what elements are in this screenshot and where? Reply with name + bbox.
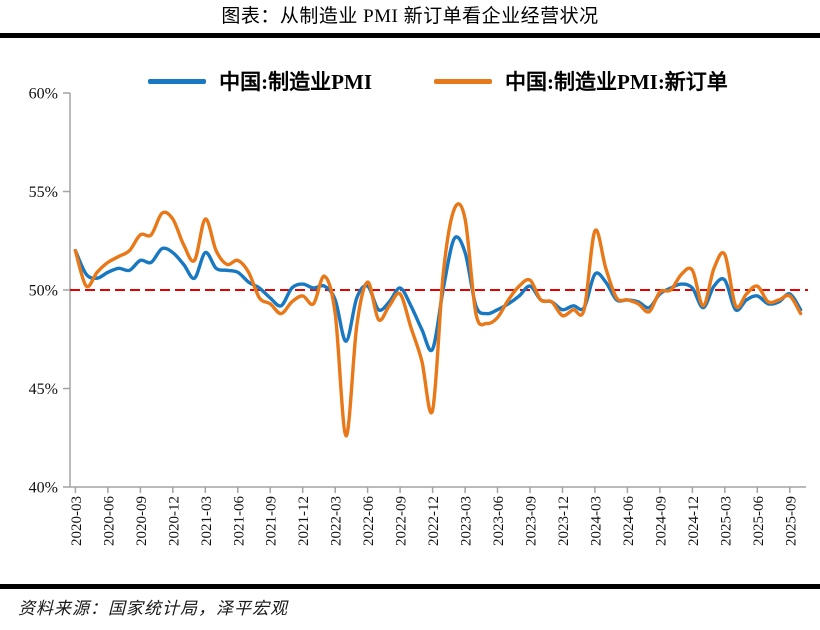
x-axis-label: 2021-06 [231, 496, 247, 546]
new-orders-line-swatch [434, 78, 492, 84]
pmi-line-swatch [148, 78, 207, 84]
y-axis-label: 60% [29, 86, 58, 103]
source-note: 资料来源：国家统计局，泽平宏观 [18, 599, 288, 618]
x-axis-label: 2022-03 [329, 496, 345, 546]
axis-labels: 60% 55% 50% 45% 40% 2020-03 2020-06 2020-09 2020… [29, 86, 800, 547]
x-axis-label: 2022-12 [426, 496, 442, 546]
y-axis-label: 55% [29, 184, 58, 201]
x-axis-label: 2020-03 [69, 496, 85, 546]
chart-legend: 中国:制造业PMI 中国:制造业PMI:新订单 [70, 66, 806, 96]
x-axis-label: 2022-09 [394, 496, 410, 546]
legend-item-new-orders: 中国:制造业PMI:新订单 [434, 66, 728, 96]
legend-item-pmi: 中国:制造业PMI [148, 66, 372, 96]
x-axis-label: 2020-09 [134, 496, 150, 546]
x-axis-label: 2025-06 [751, 496, 767, 546]
x-axis-label: 2021-03 [199, 496, 215, 546]
x-axis-label: 2025-09 [783, 496, 799, 546]
x-axis-label: 2023-06 [491, 496, 507, 546]
bottom-divider [0, 584, 820, 589]
y-axis-label: 40% [29, 480, 58, 497]
y-axis-label: 50% [29, 283, 58, 300]
top-divider [0, 33, 820, 38]
series-line-new-orders [73, 202, 803, 438]
x-axis-label: 2021-09 [264, 496, 280, 546]
x-axis-label: 2020-06 [101, 496, 117, 546]
x-axis-label: 2024-06 [621, 496, 637, 546]
x-axis-label: 2024-09 [653, 496, 669, 546]
x-axis-label: 2025-03 [718, 496, 734, 546]
x-axis-label: 2024-03 [588, 496, 604, 546]
legend-label-new-orders: 中国:制造业PMI:新订单 [505, 70, 728, 94]
x-axis-label: 2021-12 [296, 496, 312, 546]
chart-title: 图表：从制造业 PMI 新订单看企业经营状况 [221, 6, 599, 27]
x-axis-label: 2023-12 [556, 496, 572, 546]
x-axis-label: 2024-12 [686, 496, 702, 546]
y-axis-label: 45% [29, 381, 58, 398]
x-axis-label: 2022-06 [361, 496, 377, 546]
x-axis-label: 2023-09 [524, 496, 540, 546]
x-axis-label: 2023-03 [459, 496, 475, 546]
x-axis-label: 2020-12 [166, 496, 182, 546]
legend-label-pmi: 中国:制造业PMI [219, 70, 372, 94]
